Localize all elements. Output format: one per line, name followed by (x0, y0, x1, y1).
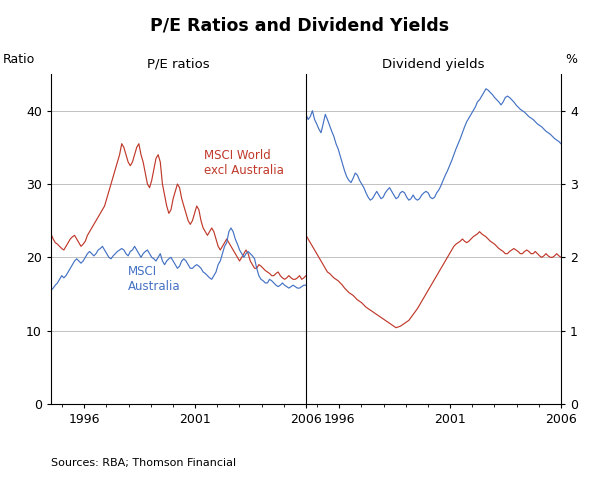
Text: Ratio: Ratio (3, 53, 35, 66)
Text: Dividend yields: Dividend yields (382, 58, 485, 71)
Text: MSCI
Australia: MSCI Australia (128, 265, 180, 293)
Text: MSCI World
excl Australia: MSCI World excl Australia (204, 149, 284, 177)
Text: Sources: RBA; Thomson Financial: Sources: RBA; Thomson Financial (51, 458, 236, 468)
Text: P/E Ratios and Dividend Yields: P/E Ratios and Dividend Yields (151, 17, 449, 35)
Text: %: % (565, 53, 577, 66)
Text: P/E ratios: P/E ratios (147, 58, 210, 71)
